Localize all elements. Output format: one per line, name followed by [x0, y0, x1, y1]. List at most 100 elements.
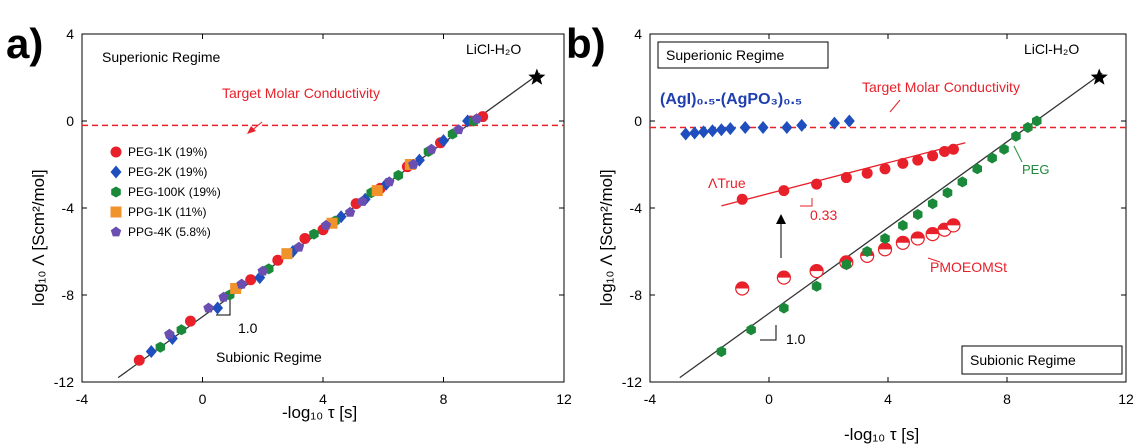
- panel-b-series0-point: [757, 121, 769, 135]
- panel-a-series1-point: [145, 345, 157, 359]
- panel-a-series4-point: [320, 219, 332, 230]
- panel-a-series4-point: [408, 159, 419, 169]
- panel-b-superionic-label: Superionic Regime: [666, 47, 784, 63]
- panel-b-series3-point: [942, 187, 953, 199]
- panel-b-series3-point: [957, 176, 968, 188]
- panel-b-series0-point: [698, 125, 710, 139]
- panel-b-series3-point: [927, 198, 938, 210]
- panel-b-series0-point: [724, 122, 736, 136]
- panel-b-superionic-box: [657, 41, 829, 69]
- panel-b-series3-point: [913, 209, 923, 220]
- panel-a-target-arrowhead: [247, 126, 256, 134]
- panel-a-ytick-label: 0: [66, 113, 74, 129]
- panel-b-series0-point: [739, 121, 751, 135]
- panel-b-series1-point: [879, 163, 891, 175]
- panel-a-series4-point: [218, 291, 229, 302]
- panel-a-ytick-label: -4: [62, 200, 75, 216]
- panel-b-series1-point: [939, 145, 951, 157]
- panel-b-series2-point: [925, 227, 940, 242]
- panel-b-series1-point: [927, 150, 939, 162]
- panel-a-slope-mark: [216, 300, 231, 316]
- panel-b-peg-label: PEG: [1022, 162, 1049, 177]
- panel-b-ytick-label: -12: [622, 374, 642, 390]
- panel-a-slope-label: 1.0: [238, 320, 258, 336]
- panel-b-series1-point: [811, 178, 823, 190]
- panel-b-xlabel: -log₁₀ τ [s]: [844, 425, 919, 444]
- panel-a-series0-point: [184, 315, 196, 327]
- panel-b-ytick-label: -4: [630, 200, 643, 216]
- panel-b-series1-point: [861, 167, 873, 179]
- panel-b-up-arrowhead: [776, 214, 786, 224]
- panel-a-xtick-label: 12: [556, 391, 572, 407]
- panel-a-series4-point: [164, 328, 175, 339]
- panel-b-xtick-label: -4: [644, 391, 657, 407]
- panel-a-series4-point: [453, 124, 464, 135]
- panel-b-series3-point: [1011, 130, 1021, 142]
- panel-b-series0-point: [796, 118, 808, 132]
- panel-a-superionic-label: Superionic Regime: [102, 49, 220, 65]
- panel-a-series4-point: [426, 143, 437, 154]
- panel-b-series2-point: [946, 218, 961, 233]
- panel-b-letter: b): [566, 20, 606, 67]
- panel-a-series2-point: [309, 228, 319, 240]
- panel-b-series1-point: [736, 193, 748, 205]
- panel-a-series0-point: [299, 232, 311, 244]
- panel-b-series3-point: [972, 163, 982, 175]
- panel-a-series4-point: [203, 302, 214, 313]
- panel-a-series4-point: [356, 196, 368, 206]
- panel-b-pmoeomst-leader: [927, 257, 941, 263]
- panel-b-ytick-label: -8: [630, 287, 643, 303]
- panel-a-series2-point: [176, 324, 187, 336]
- panel-a-ytick-label: -8: [62, 287, 75, 303]
- panel-b-series1-point: [840, 172, 852, 184]
- panel-a-xtick-label: 4: [319, 391, 327, 407]
- panel-b-series1-point: [778, 185, 790, 197]
- panel-b-series0-point: [706, 124, 718, 138]
- panel-b-series3-point: [987, 152, 997, 164]
- panel-b-peg-leader: [1013, 145, 1023, 163]
- panel-b-series0-point: [689, 126, 701, 140]
- panel-a-ytick-label: 4: [66, 26, 74, 42]
- panel-b-true-slope-mark: [800, 198, 813, 207]
- panel-b-series0-point: [781, 121, 793, 135]
- legend-marker-1: [110, 165, 122, 179]
- panel-a-target-label: Target Molar Conductivity: [222, 85, 380, 101]
- panel-b-true-slope-label: 0.33: [810, 207, 837, 223]
- panel-b-series3-point: [811, 280, 822, 292]
- legend-marker-4: [110, 226, 122, 237]
- panel-b-series2-point: [735, 281, 750, 296]
- panel-b-series3-point: [1023, 122, 1033, 133]
- panel-b-series2-point: [895, 235, 910, 250]
- panel-a-legend: PEG-1K (19%) PEG-2K (19%) PEG-100K (19%) PP…: [110, 145, 221, 239]
- panel-b-series1-point: [947, 143, 959, 155]
- panel-a-series2-point: [393, 169, 404, 181]
- panel-b-series3-point: [716, 346, 727, 358]
- panel-b-series2-point: [809, 263, 824, 279]
- panel-a-ytick-label: -12: [54, 374, 74, 390]
- panel-a-series3-point: [230, 282, 242, 294]
- panel-a-series4-point: [236, 278, 247, 289]
- panel-a-series1-point: [212, 301, 224, 315]
- panel-a-xtick-label: -4: [76, 391, 89, 407]
- legend-entry-1: PEG-2K (19%): [128, 165, 207, 179]
- panel-b-series2-point: [776, 270, 791, 285]
- panel-b-series1-point: [912, 154, 924, 166]
- panel-b-ylabel: log₁₀ Λ [Scm²/mol]: [597, 169, 616, 306]
- panel-a-series0-point: [245, 274, 257, 286]
- panel-a-xtick-label: 8: [440, 391, 448, 407]
- panel-b-peg-slope-label: 1.0: [786, 331, 806, 347]
- legend-marker-0: [110, 146, 122, 158]
- panel-b-series0-point: [828, 116, 840, 130]
- panel-a-xtick-label: 0: [199, 391, 207, 407]
- panel-a-subionic-label: Subionic Regime: [216, 349, 322, 365]
- panel-b-ytick-label: 0: [634, 113, 642, 129]
- panel-a-ref-label: LiCl-H₂O: [466, 41, 521, 57]
- legend-entry-2: PEG-100K (19%): [128, 185, 221, 199]
- panel-b-ytick-label: 4: [634, 26, 642, 42]
- panel-a-ref-star: [528, 68, 546, 85]
- panel-b-series3-point: [999, 143, 1009, 155]
- panel-b-series1-point: [897, 157, 909, 169]
- panel-b-xtick-label: 8: [1003, 391, 1011, 407]
- panel-a-series3-point: [326, 217, 338, 229]
- panel-a: -4 0 4 8 12 4 0 -4 -8 -12 Superionic Regime Subio…: [29, 26, 572, 422]
